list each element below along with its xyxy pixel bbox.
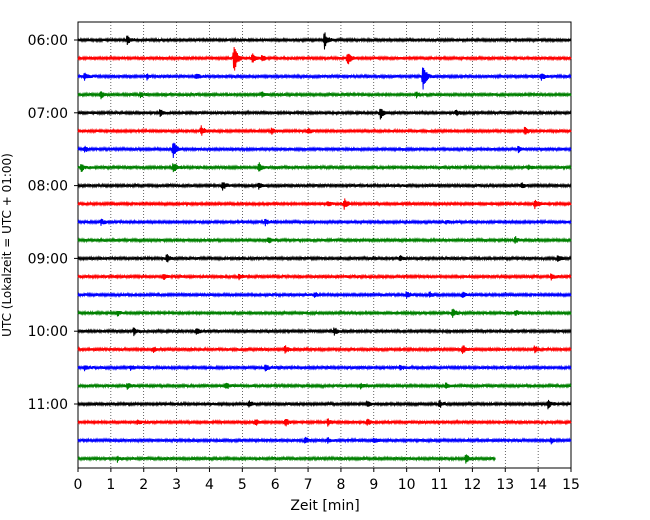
trace-1015 [77, 345, 572, 354]
y-tick-label-3: 09:00 [28, 251, 68, 267]
trace-0845 [77, 236, 572, 244]
trace-1000 [77, 327, 572, 337]
x-tick-label-15: 15 [562, 477, 580, 493]
trace-1115 [77, 418, 572, 427]
trace-1030 [77, 364, 572, 372]
trace-0615 [77, 46, 572, 71]
x-tick-label-13: 13 [496, 477, 514, 493]
x-tick-label-3: 3 [172, 477, 181, 493]
trace-0945 [77, 308, 572, 318]
y-ticks: 06:00 07:00 08:00 09:00 10:00 11:00 [28, 33, 78, 413]
trace-0700 [77, 108, 572, 120]
trace-1045 [77, 382, 572, 390]
trace-0915 [77, 273, 572, 281]
x-axis-label: Zeit [min] [290, 498, 359, 514]
x-tick-label-10: 10 [398, 477, 416, 493]
x-ticks: 0 1 2 3 4 5 6 7 8 9 10 11 12 13 14 15 [74, 468, 580, 493]
x-tick-label-1: 1 [106, 477, 115, 493]
trace-0600 [77, 32, 572, 50]
x-tick-label-0: 0 [74, 477, 83, 493]
trace-0830 [77, 218, 572, 227]
plot-area-border [77, 21, 572, 469]
x-tick-label-9: 9 [369, 477, 378, 493]
x-tick-label-6: 6 [271, 477, 280, 493]
x-tick-label-4: 4 [205, 477, 214, 493]
trace-0800 [77, 182, 572, 191]
x-tick-label-11: 11 [431, 477, 449, 493]
y-axis-label: UTC (Lokalzeit = UTC + 01:00) [0, 153, 14, 337]
trace-0815 [77, 198, 572, 210]
traces [77, 32, 572, 464]
y-tick-label-4: 10:00 [28, 324, 68, 340]
trace-0715 [77, 125, 572, 136]
y-tick-label-1: 07:00 [28, 106, 68, 122]
trace-0930 [77, 291, 572, 299]
trace-0745 [77, 162, 572, 173]
trace-1130 [77, 436, 572, 445]
x-tick-label-14: 14 [529, 477, 547, 493]
gridlines [110, 22, 539, 468]
trace-1145 [77, 454, 496, 464]
trace-0730 [77, 142, 572, 159]
x-tick-label-12: 12 [463, 477, 481, 493]
trace-0645 [77, 91, 572, 100]
y-tick-label-2: 08:00 [28, 179, 68, 195]
trace-0900 [77, 254, 572, 263]
x-tick-label-5: 5 [238, 477, 247, 493]
trace-0630 [77, 67, 572, 90]
y-tick-label-0: 06:00 [28, 33, 68, 49]
y-tick-label-5: 11:00 [28, 397, 68, 413]
trace-1100 [77, 399, 572, 410]
x-tick-label-7: 7 [304, 477, 313, 493]
x-tick-label-2: 2 [139, 477, 148, 493]
x-tick-label-8: 8 [336, 477, 345, 493]
